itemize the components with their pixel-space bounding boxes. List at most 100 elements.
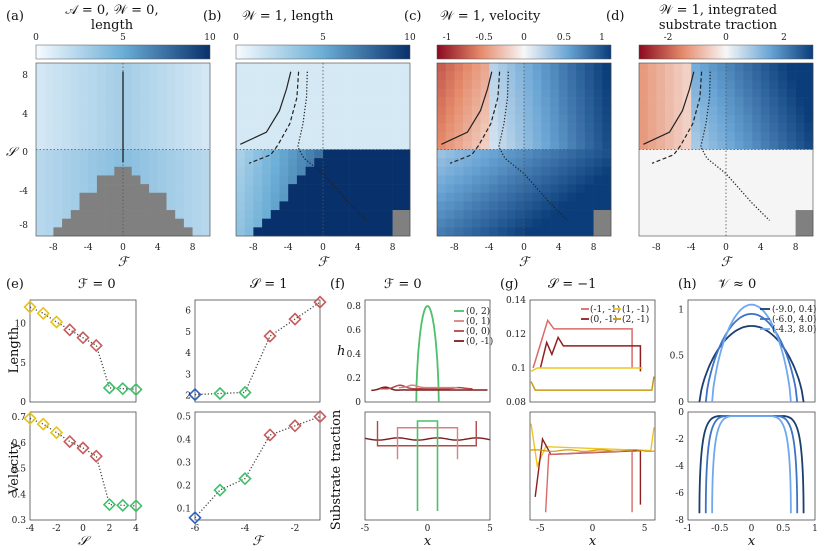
velocity-point [238, 472, 252, 486]
heatmap-cell [244, 175, 254, 185]
heatmap-cell [437, 97, 446, 107]
panel-g-top-frame [529, 299, 656, 403]
heatmap-cell [726, 80, 735, 90]
heatmap-cell [296, 227, 306, 237]
heatmap-cell [140, 106, 150, 116]
heatmap-cell [673, 97, 683, 107]
heatmap-cell [471, 201, 481, 211]
e-xtick: 0 [80, 524, 86, 534]
heatmap-cell [366, 106, 376, 116]
heatmap-cell [734, 123, 744, 133]
colorbar-c-tick: 1 [599, 33, 605, 43]
heatmap-cell [769, 166, 779, 176]
heatmap-cell [340, 166, 350, 176]
heatmap-cell [682, 175, 692, 185]
legend-g-label: (2, -1) [622, 314, 649, 325]
heatmap-cell [166, 175, 176, 185]
heatmap-cell [682, 132, 692, 142]
heatmap-cell [36, 166, 45, 176]
heatmap-cell [550, 218, 560, 228]
heatmap-cell [795, 158, 805, 168]
heatmap-cell [53, 166, 63, 176]
heatmap-cell [236, 123, 245, 133]
heatmap-cell [778, 132, 788, 142]
heatmap-cell [602, 88, 612, 98]
heatmap-cell [314, 88, 324, 98]
heatmap-cell [88, 132, 98, 142]
heatmap-cell [593, 192, 603, 202]
heatmap-cell [445, 123, 455, 133]
heatmap-cell [114, 149, 124, 159]
heatmap-cell [44, 192, 54, 202]
heatmap-cell [340, 106, 350, 116]
heatmap-cell [140, 80, 150, 90]
heatmap-cell [392, 63, 402, 72]
heatmap-cell [691, 106, 701, 116]
heatmap-cell [323, 158, 332, 168]
heatmap-cell [296, 175, 306, 185]
heatmap-cell [331, 201, 341, 211]
heatmap-cell [131, 192, 141, 202]
panel-label-c: (c) [404, 9, 421, 24]
heatmap-cell [454, 158, 464, 168]
heatmap-cell [699, 192, 709, 202]
legend-g-label: (0, -1) [590, 314, 617, 325]
heatmap-cell [602, 97, 612, 107]
heatmap-xtick: 4 [556, 243, 562, 253]
heatmap-cell [656, 201, 666, 211]
heatmap-cell [550, 184, 560, 194]
heatmap-cell [183, 97, 193, 107]
heatmap-cell [366, 132, 376, 142]
heatmap-cell [340, 175, 350, 185]
heatmap-cell [480, 80, 490, 90]
heatmap-cell [437, 166, 446, 176]
heatmap-cell [183, 140, 193, 150]
heatmap-cell [383, 227, 393, 237]
heatmap-cell [366, 140, 376, 150]
heatmap-cell [437, 227, 446, 237]
heatmap-cell [463, 63, 473, 72]
heatmap-cell [383, 114, 393, 124]
heatmap-cell [44, 140, 54, 150]
heatmap-cell [639, 192, 648, 202]
heatmap-cell [593, 63, 603, 72]
heatmap-cell [743, 114, 753, 124]
heatmap-cell [201, 63, 211, 72]
heatmap-cell [262, 71, 272, 81]
heatmap-cell [236, 166, 245, 176]
heatmap-cell [656, 123, 666, 133]
e-xlabel: 𝒮 [78, 534, 92, 547]
heatmap-cell [253, 166, 263, 176]
heatmap-cell [752, 201, 762, 211]
heatmap-cell [656, 149, 666, 159]
heatmap-cell [288, 123, 298, 133]
heatmap-cell [70, 158, 80, 168]
heatmap-cell [506, 63, 516, 72]
heatmap-cell [357, 140, 367, 150]
heatmap-cell [647, 166, 657, 176]
heatmap-cell [471, 227, 481, 237]
heatmap-cell [760, 97, 770, 107]
heatmap-cell [331, 71, 341, 81]
heatmap-cell [726, 88, 735, 98]
heatmap-cell [44, 132, 54, 142]
heatmap-cell [392, 158, 402, 168]
heatmap-cell [639, 166, 648, 176]
velocity-point [49, 425, 64, 440]
heatmap-cell [105, 123, 115, 133]
heatmap-cell [717, 175, 727, 185]
heatmap-cell [769, 210, 779, 219]
heatmap-cell [331, 114, 341, 124]
length-point [102, 381, 117, 395]
heatmap-cell [550, 63, 560, 72]
heatmap-cell [270, 201, 280, 211]
heatmap-cell [262, 88, 272, 98]
heatmap-cell [305, 97, 315, 107]
heatmap-cell [795, 175, 805, 185]
heatmap-cell [656, 166, 666, 176]
heatmap-cell [79, 63, 89, 72]
heatmap-cell [175, 132, 185, 142]
heatmap-cell [532, 227, 542, 237]
heatmap-cell [550, 71, 560, 81]
velocity-ytick: 0.5 [12, 465, 27, 475]
